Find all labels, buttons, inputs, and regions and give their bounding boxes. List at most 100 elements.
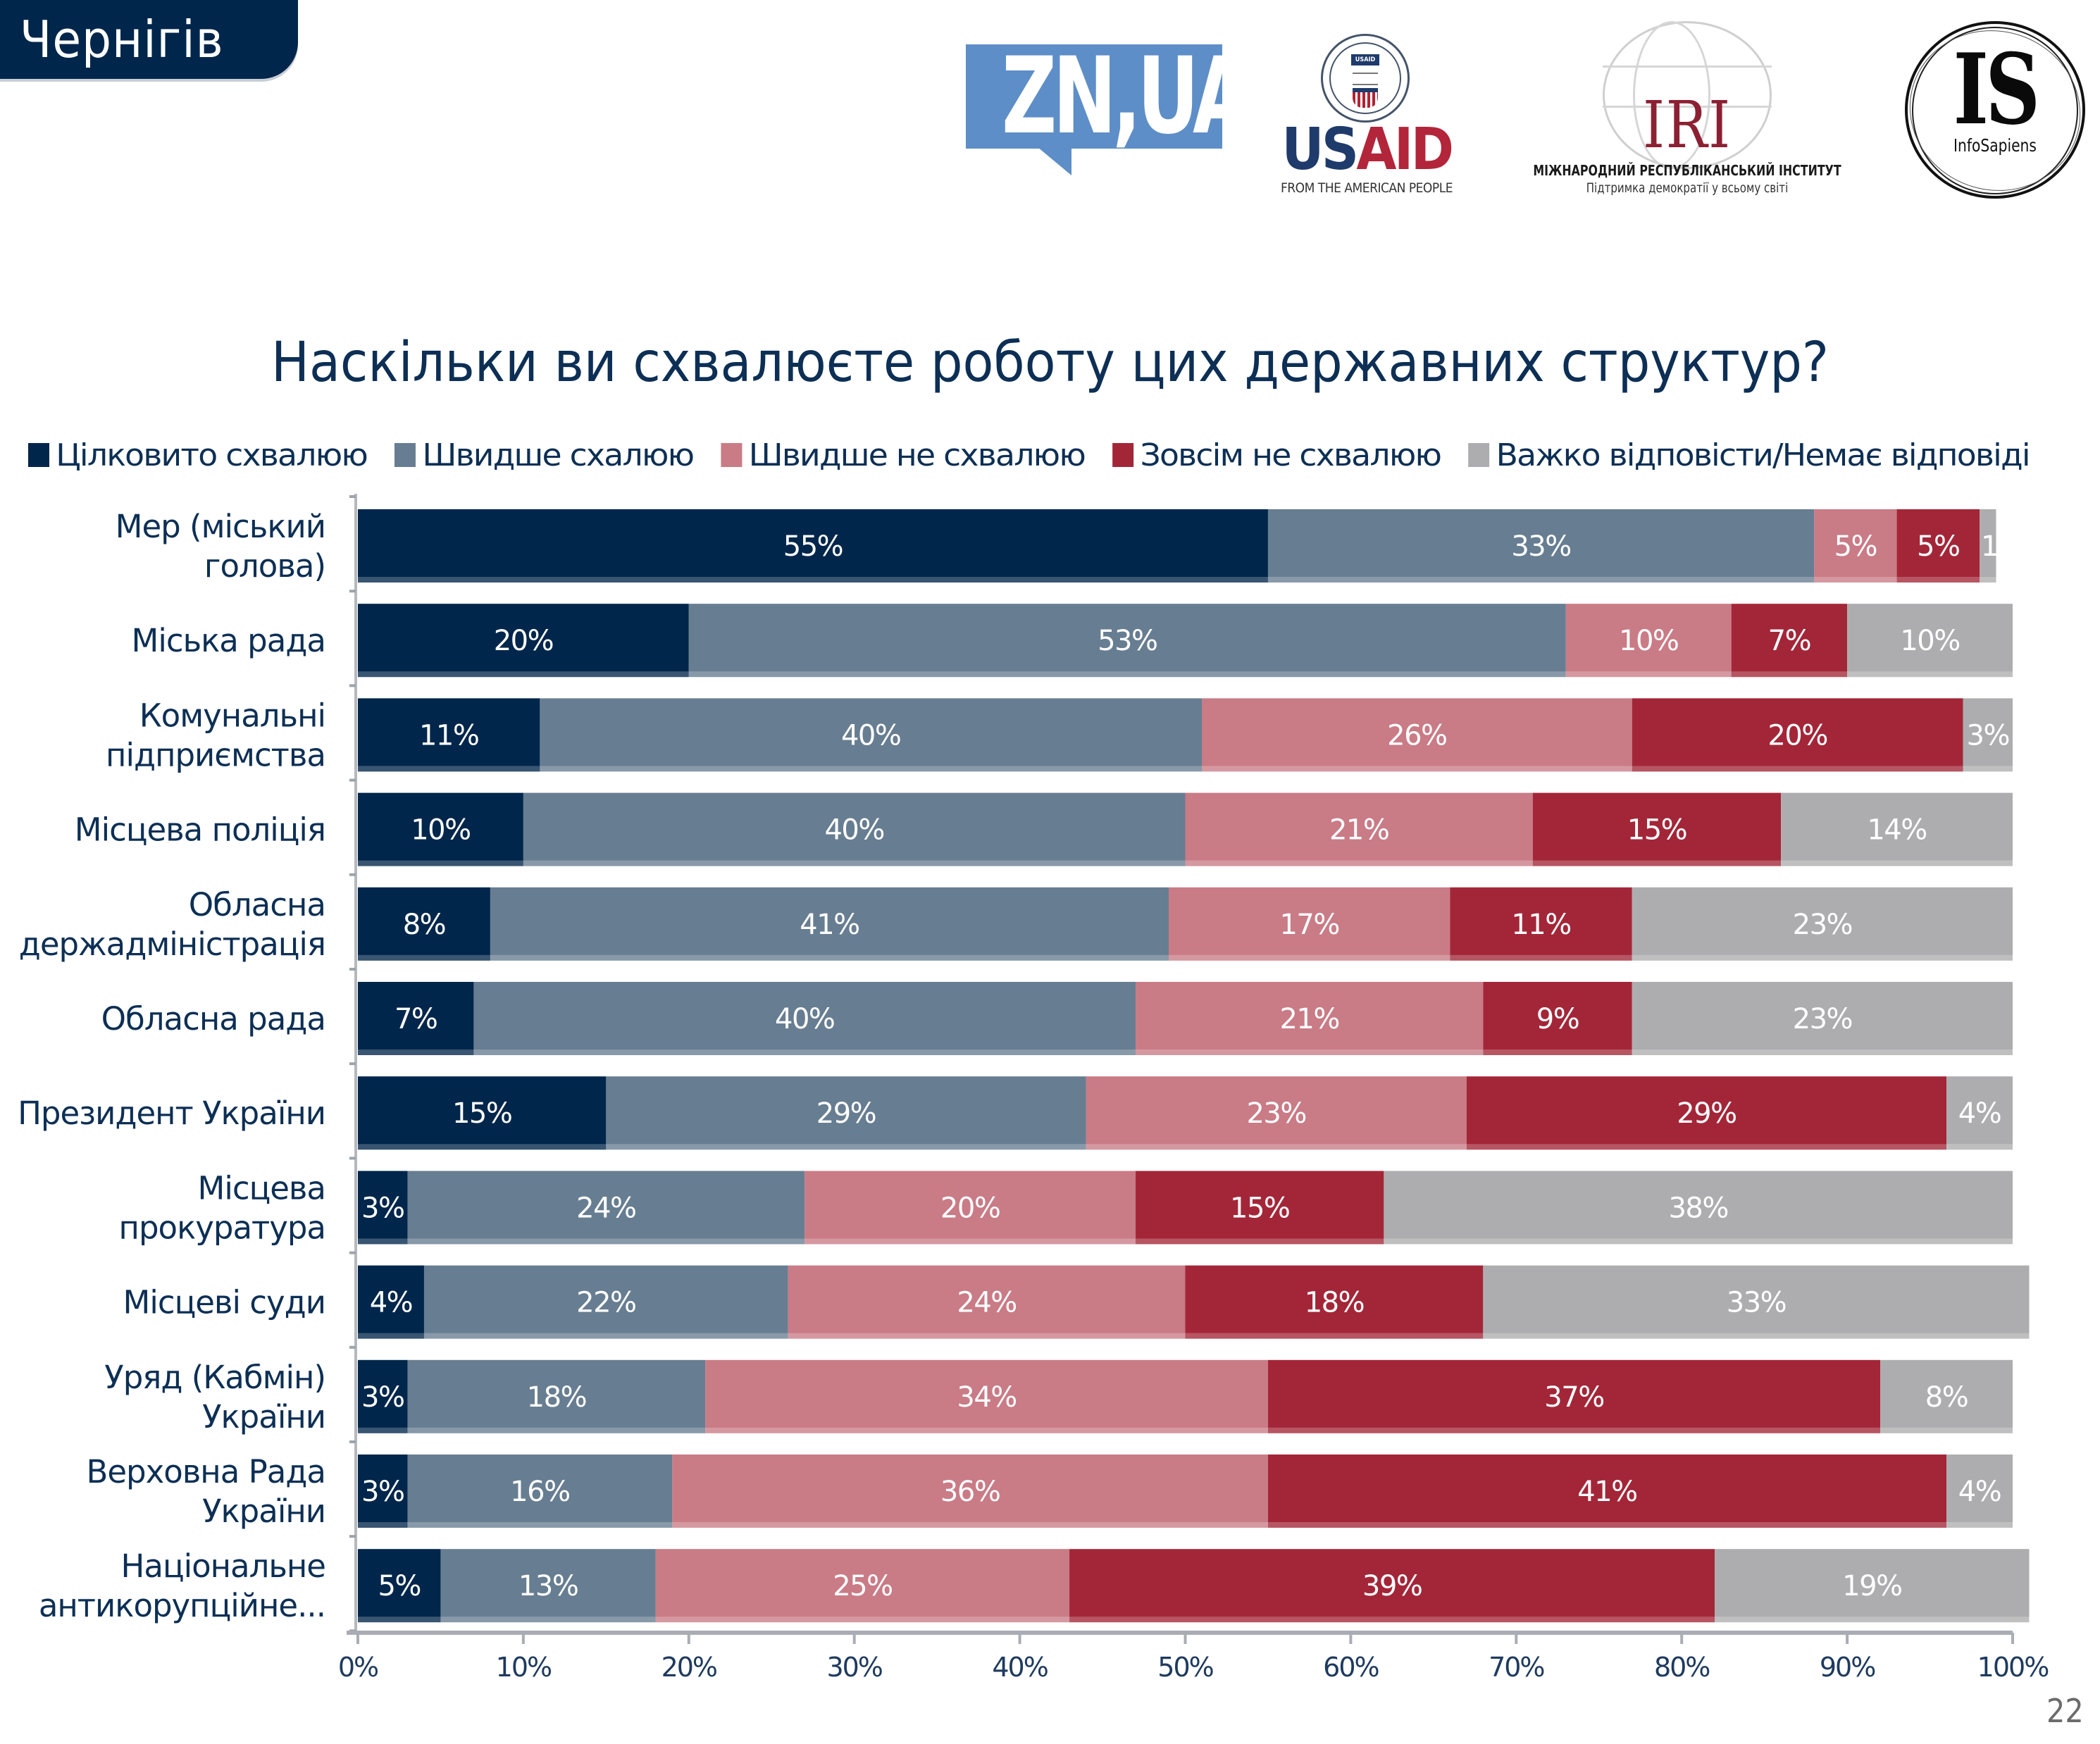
category-label: Місцева поліція (75, 811, 325, 849)
legend-label: Швидше не схвалюю (748, 437, 1086, 473)
bar-segment-shade (1847, 671, 2013, 678)
x-tick-label: 30% (826, 1652, 882, 1683)
bar-segment (804, 1171, 1136, 1245)
speech-bubble-tail-icon (1038, 147, 1071, 175)
bar-segment-shade (358, 1522, 408, 1528)
bar-segment-shade (1267, 1522, 1947, 1528)
bar-segment-shade (672, 1522, 1268, 1528)
bar-value-label: 24% (957, 1287, 1016, 1319)
bar-value-label: 23% (1793, 1003, 1852, 1035)
bar-segment (1267, 1455, 1947, 1528)
category-label: Обласна держадміністрація (19, 886, 325, 963)
bar-segment (358, 1359, 408, 1433)
bar-segment-shade (358, 577, 1268, 583)
bar-value-label: 16% (510, 1476, 569, 1508)
bar-segment (1980, 509, 1996, 583)
bar-value-label: 8% (403, 909, 445, 941)
bar-segment (358, 604, 689, 678)
region-tab-label: Чернігів (20, 10, 224, 69)
bar-segment (1136, 982, 1484, 1055)
bar-segment-shade (358, 1049, 474, 1055)
usaid-word-aid: AID (1356, 116, 1454, 183)
x-tick-label: 10% (496, 1652, 552, 1683)
usaid-seal-text: USAID (1351, 54, 1379, 66)
bar-segment-shade (358, 671, 689, 678)
bar-segment-shade (655, 1617, 1070, 1623)
bar-segment (358, 887, 490, 961)
bar-segment-shade (1532, 860, 1782, 866)
bar-segment (1267, 509, 1815, 583)
bar-value-label: 22% (576, 1287, 635, 1319)
bar-segment-shade (1632, 766, 1963, 772)
bar-value-label: 1% (1981, 530, 2023, 563)
bar-segment-shade (1267, 1427, 1881, 1433)
x-tick-label: 70% (1489, 1652, 1544, 1683)
usaid-tagline: FROM THE AMERICAN PEOPLE (1280, 180, 1453, 196)
handshake-icon (1353, 73, 1378, 85)
bar-value-label: 14% (1867, 814, 1926, 847)
bar-segment (1896, 509, 1980, 583)
legend-label: Важко відповісти/Немає відповіді (1496, 437, 2031, 473)
bar-value-label: 33% (1727, 1287, 1786, 1319)
bar-value-label: 11% (419, 719, 478, 752)
bar-segment-shade (688, 671, 1566, 678)
category-label: Обласна рада (101, 1000, 325, 1038)
bar-value-label: 3% (361, 1192, 404, 1224)
bar-value-label: 15% (1627, 814, 1686, 847)
bar-segment-shade (1632, 1049, 2013, 1055)
bar-row: 20% 53% 10% 7% 10% (358, 604, 2013, 678)
bar-segment (523, 792, 1186, 866)
bar-segment-shade (1136, 1238, 1384, 1245)
bar-segment (490, 887, 1169, 961)
bar-segment-shade (705, 1427, 1268, 1433)
bar-segment-shade (1632, 954, 2013, 961)
bar-value-label: 18% (1305, 1287, 1364, 1319)
bar-segment-shade (1069, 1617, 1715, 1623)
bar-value-label: 26% (1387, 719, 1446, 752)
bar-segment-shade (1185, 860, 1533, 866)
bar-segment-shade (606, 1144, 1086, 1150)
category-label-line: Мер (міський (116, 508, 325, 545)
bar-segment-shade (1946, 1144, 2013, 1150)
bar-segment (407, 1171, 805, 1245)
bar-segment (358, 792, 523, 866)
bar-value-label: 38% (1668, 1192, 1727, 1224)
bar-segment-shade (1731, 671, 1848, 678)
bar-value-label: 25% (833, 1570, 892, 1602)
bar-segment-shade (1814, 577, 1897, 583)
bar-value-label: 40% (775, 1003, 834, 1035)
bar-segment (358, 509, 1268, 583)
iri-name: МІЖНАРОДНИЙ РЕСПУБЛІКАНСЬКИЙ ІНСТИТУТ (1533, 162, 1841, 179)
bar-segment (1946, 1076, 2013, 1150)
bar-row: 55% 33% 5% 5% 1% (358, 509, 2025, 583)
bar-value-label: 18% (527, 1381, 586, 1414)
bar-segment-shade (1980, 577, 1996, 583)
category-label-line: України (202, 1398, 325, 1435)
iri-wordmark: IRI (1643, 87, 1732, 163)
bar-segment-shade (1185, 1333, 1484, 1339)
bar-segment-shade (358, 1333, 424, 1339)
bar-value-label: 3% (361, 1476, 404, 1508)
bar-segment (1946, 1455, 2013, 1528)
bar-segment (1715, 1549, 2030, 1623)
bar-value-label: 10% (1619, 625, 1678, 657)
bar-segment (1731, 604, 1848, 678)
bar-segment (1880, 1359, 2013, 1433)
bar-segment-shade (1565, 671, 1732, 678)
bar-segment (655, 1549, 1070, 1623)
bar-value-label: 10% (411, 814, 470, 847)
bar-segment-shade (440, 1617, 656, 1623)
category-label-line: Уряд (Кабмін) (104, 1359, 325, 1396)
bar-segment (358, 698, 540, 772)
bar-segment-shade (1384, 1238, 2013, 1245)
bar-segment (1632, 982, 2013, 1055)
category-label: Національне антикорупційне... (39, 1547, 325, 1624)
category-label-line: України (202, 1493, 325, 1530)
category-label: Міська рада (132, 622, 325, 659)
bar-value-label: 5% (1917, 530, 1959, 563)
usaid-seal-icon: USAID (1321, 34, 1410, 123)
bar-segment (473, 982, 1136, 1055)
category-label: Уряд (Кабмін) України (104, 1359, 325, 1435)
usaid-word-us: US (1281, 116, 1359, 183)
bar-segment (1963, 698, 2013, 772)
